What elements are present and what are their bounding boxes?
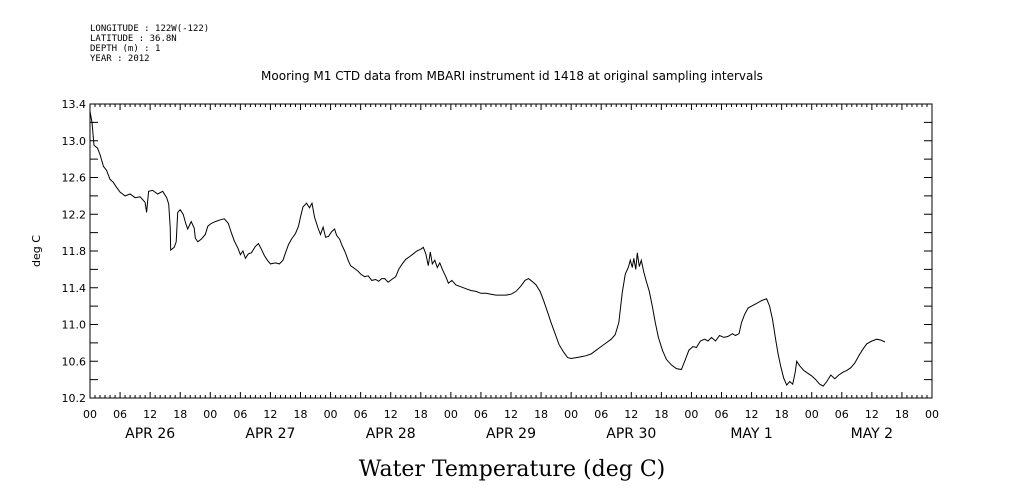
x-tick-label: 12 (263, 408, 277, 421)
temperature-series-line (89, 111, 886, 387)
x-tick-label: 00 (324, 408, 338, 421)
y-tick-label: 12.6 (62, 172, 87, 185)
y-tick-label: 11.4 (62, 282, 87, 295)
x-tick-label: 18 (895, 408, 909, 421)
meta-longitude: LONGITUDE : 122W(-122) (90, 24, 209, 34)
x-tick-label: 00 (564, 408, 578, 421)
date-label: APR 27 (245, 426, 295, 442)
date-label: MAY 2 (851, 426, 893, 442)
x-tick-labels: 00 06 12 18 00 06 12 18 00 06 12 18 00 06 12 18 00 06 12 18… (83, 408, 939, 421)
y-tick-label: 13.0 (62, 135, 87, 148)
x-tick-label: 06 (113, 408, 127, 421)
x-tick-label: 06 (715, 408, 729, 421)
x-tick-label: 18 (534, 408, 548, 421)
x-tick-label: 12 (624, 408, 638, 421)
x-tick-label: 18 (654, 408, 668, 421)
x-tick-label: 00 (684, 408, 698, 421)
x-tick-label: 18 (173, 408, 187, 421)
x-tick-label: 00 (444, 408, 458, 421)
x-tick-label: 06 (474, 408, 488, 421)
x-tick-label: 00 (925, 408, 939, 421)
x-tick-label: 12 (384, 408, 398, 421)
y-axis-label: deg C (30, 235, 43, 267)
x-tick-label: 12 (865, 408, 879, 421)
x-axis-title: Water Temperature (deg C) (359, 457, 666, 482)
x-tick-label: 12 (504, 408, 518, 421)
chart-title: Mooring M1 CTD data from MBARI instrumen… (261, 69, 763, 83)
meta-depth: DEPTH (m) : 1 (90, 44, 160, 54)
x-tick-label: 18 (414, 408, 428, 421)
x-tick-label: 06 (354, 408, 368, 421)
meta-latitude: LATITUDE : 36.8N (90, 34, 177, 44)
x-tick-label: 18 (775, 408, 789, 421)
x-tick-label: 12 (745, 408, 759, 421)
metadata-block: LONGITUDE : 122W(-122) LATITUDE : 36.8N … (90, 24, 209, 64)
y-tick-label: 13.4 (62, 98, 87, 111)
x-tick-label: 12 (143, 408, 157, 421)
x-tick-label: 00 (83, 408, 97, 421)
y-tick-label: 11.0 (62, 319, 87, 332)
y-tick-label: 10.6 (62, 355, 87, 368)
x-tick-label: 06 (594, 408, 608, 421)
axis-ticks (89, 103, 933, 399)
date-label: APR 28 (366, 426, 416, 442)
date-labels: APR 26 APR 27 APR 28 APR 29 APR 30 MAY 1 MAY 2 (125, 426, 893, 442)
x-tick-label: 18 (294, 408, 308, 421)
meta-year: YEAR : 2012 (90, 54, 150, 64)
x-tick-label: 06 (233, 408, 247, 421)
date-label: MAY 1 (730, 426, 772, 442)
x-tick-label: 00 (203, 408, 217, 421)
date-label: APR 29 (486, 426, 536, 442)
x-tick-label: 00 (805, 408, 819, 421)
y-tick-labels: 10.2 10.6 11.0 11.4 11.8 12.2 12.6 13.0 13.4 (62, 98, 87, 405)
plot-frame (89, 103, 933, 399)
date-label: APR 26 (125, 426, 175, 442)
y-tick-label: 11.8 (62, 245, 87, 258)
y-tick-label: 12.2 (62, 208, 87, 221)
date-label: APR 30 (606, 426, 656, 442)
y-tick-label: 10.2 (62, 392, 87, 405)
x-tick-label: 06 (835, 408, 849, 421)
